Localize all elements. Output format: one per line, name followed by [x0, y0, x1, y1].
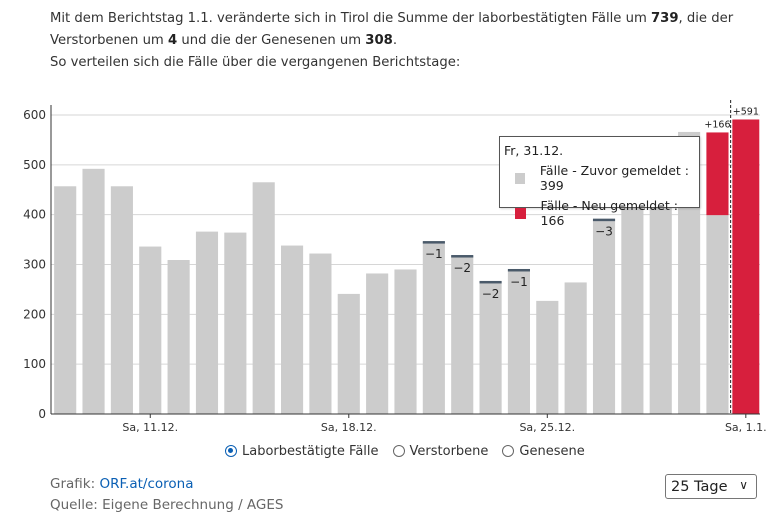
correction-mark: [479, 280, 502, 284]
bar-new: [706, 132, 729, 216]
y-tick-label: 0: [38, 407, 46, 421]
bar-previous: [309, 253, 332, 414]
bar-previous: [252, 182, 275, 414]
intro-line-2: So verteilen sich die Fälle über die ver…: [50, 55, 461, 70]
bar-previous: [139, 246, 162, 414]
deaths-change-value: 4: [167, 33, 178, 48]
bar-previous: [564, 282, 587, 414]
time-range-value: 25 Tage: [671, 478, 728, 495]
bar-previous: [195, 231, 219, 414]
x-tick-label: Sa, 18.12.: [321, 421, 377, 434]
y-tick-label: 400: [23, 208, 46, 222]
legend-item-genesene[interactable]: Genesene: [502, 443, 585, 459]
grafik-label: Grafik:: [50, 476, 100, 492]
chart-legend: Laborbestätigte Fälle Verstorbene Genese…: [225, 440, 585, 462]
correction-mark: [507, 268, 531, 272]
time-range-select[interactable]: 25 Tage ∨: [665, 474, 757, 499]
correction-mark: [451, 255, 474, 258]
legend-item-verstorbene[interactable]: Verstorbene: [392, 443, 489, 459]
intro-text-part: und die der Genesenen um: [177, 33, 366, 48]
bar-previous: [394, 269, 417, 414]
tooltip-title: Fr, 31.12.: [504, 143, 564, 158]
source-credit: Quelle: Eigene Berechnung / AGES: [50, 497, 284, 513]
correction-mark: [422, 241, 445, 244]
radio-icon[interactable]: [392, 445, 405, 457]
bar-previous: [167, 260, 190, 414]
chart-footer: Grafik: ORF.at/corona Quelle: Eigene Ber…: [50, 474, 283, 516]
correction-label: −1: [510, 275, 528, 289]
x-tick-label: Sa, 1.1.: [725, 421, 767, 434]
bar-previous: [706, 215, 729, 414]
tooltip-row-previous: Fälle - Zuvor gemeldet : 399: [515, 163, 699, 193]
bar-previous: [110, 186, 133, 414]
bar-previous: [54, 186, 77, 414]
x-tick-label: Sa, 11.12.: [122, 421, 178, 434]
correction-mark: [592, 218, 616, 222]
bar-previous: [422, 242, 445, 414]
bar-previous: [536, 300, 559, 414]
bar-previous: [280, 245, 304, 414]
y-tick-label: 100: [23, 357, 46, 371]
y-tick-label: 200: [23, 307, 46, 321]
y-tick-label: 300: [23, 258, 46, 272]
tooltip-row-label: Fälle - Zuvor gemeldet : 399: [539, 163, 690, 193]
intro-line-1: Mit dem Berichtstag 1.1. veränderte sich…: [50, 8, 755, 52]
bar-previous: [479, 281, 502, 414]
legend-label: Genesene: [519, 443, 585, 459]
intro-text-part: , die der Verstorbenen um: [50, 11, 734, 48]
bar-previous: [451, 256, 474, 414]
intro-text-part: Mit dem Berichtstag 1.1. veränderte sich…: [50, 11, 651, 26]
correction-label: −1: [425, 247, 443, 261]
y-tick-label: 500: [23, 158, 46, 172]
y-tick-label: 600: [23, 108, 46, 122]
grafik-credit: Grafik: ORF.at/corona: [50, 474, 283, 495]
correction-label: −3: [595, 225, 613, 239]
legend-label: Laborbestätigte Fälle: [242, 443, 379, 459]
bar-previous: [337, 293, 360, 414]
tooltip-row-new: Fälle - Neu gemeldet : 166: [515, 198, 699, 228]
x-tick-label: Sa, 25.12.: [519, 421, 575, 434]
bar-previous: [649, 179, 672, 414]
correction-label: −2: [453, 261, 471, 275]
legend-label: Verstorbene: [409, 443, 489, 459]
radio-icon[interactable]: [502, 445, 515, 457]
chevron-down-icon: ∨: [739, 478, 748, 492]
bar-previous: [224, 232, 247, 414]
bar-total-label: +591: [733, 106, 759, 117]
tooltip-swatch-gray: [515, 172, 525, 184]
bar-total-label: +166: [704, 119, 730, 130]
intro-text: Mit dem Berichtstag 1.1. veränderte sich…: [50, 8, 755, 74]
radio-selected-icon[interactable]: [225, 445, 237, 457]
chart-tooltip: Fr, 31.12. Fälle - Zuvor gemeldet : 399 …: [499, 136, 700, 228]
bar-new: [732, 119, 760, 415]
bar-previous: [507, 269, 531, 414]
legend-item-laborbestaetigte-faelle[interactable]: Laborbestätigte Fälle: [225, 444, 379, 459]
tooltip-swatch-red: [515, 207, 526, 219]
recovered-change-value: 308: [365, 33, 393, 48]
correction-label: −2: [482, 287, 500, 301]
tooltip-row-label: Fälle - Neu gemeldet : 166: [540, 198, 678, 228]
bar-previous: [592, 219, 616, 414]
bar-previous: [621, 185, 644, 414]
bar-previous: [366, 273, 389, 414]
bar-previous: [82, 168, 105, 414]
cases-change-value: 739: [650, 11, 679, 26]
intro-text-part: .: [392, 33, 398, 48]
orf-corona-link[interactable]: ORF.at/corona: [99, 476, 194, 492]
bar-chart: 0 100 200 300 400 500 600 −1 −2 −2 −1 −3 +166+591 Sa,…: [23, 100, 767, 434]
